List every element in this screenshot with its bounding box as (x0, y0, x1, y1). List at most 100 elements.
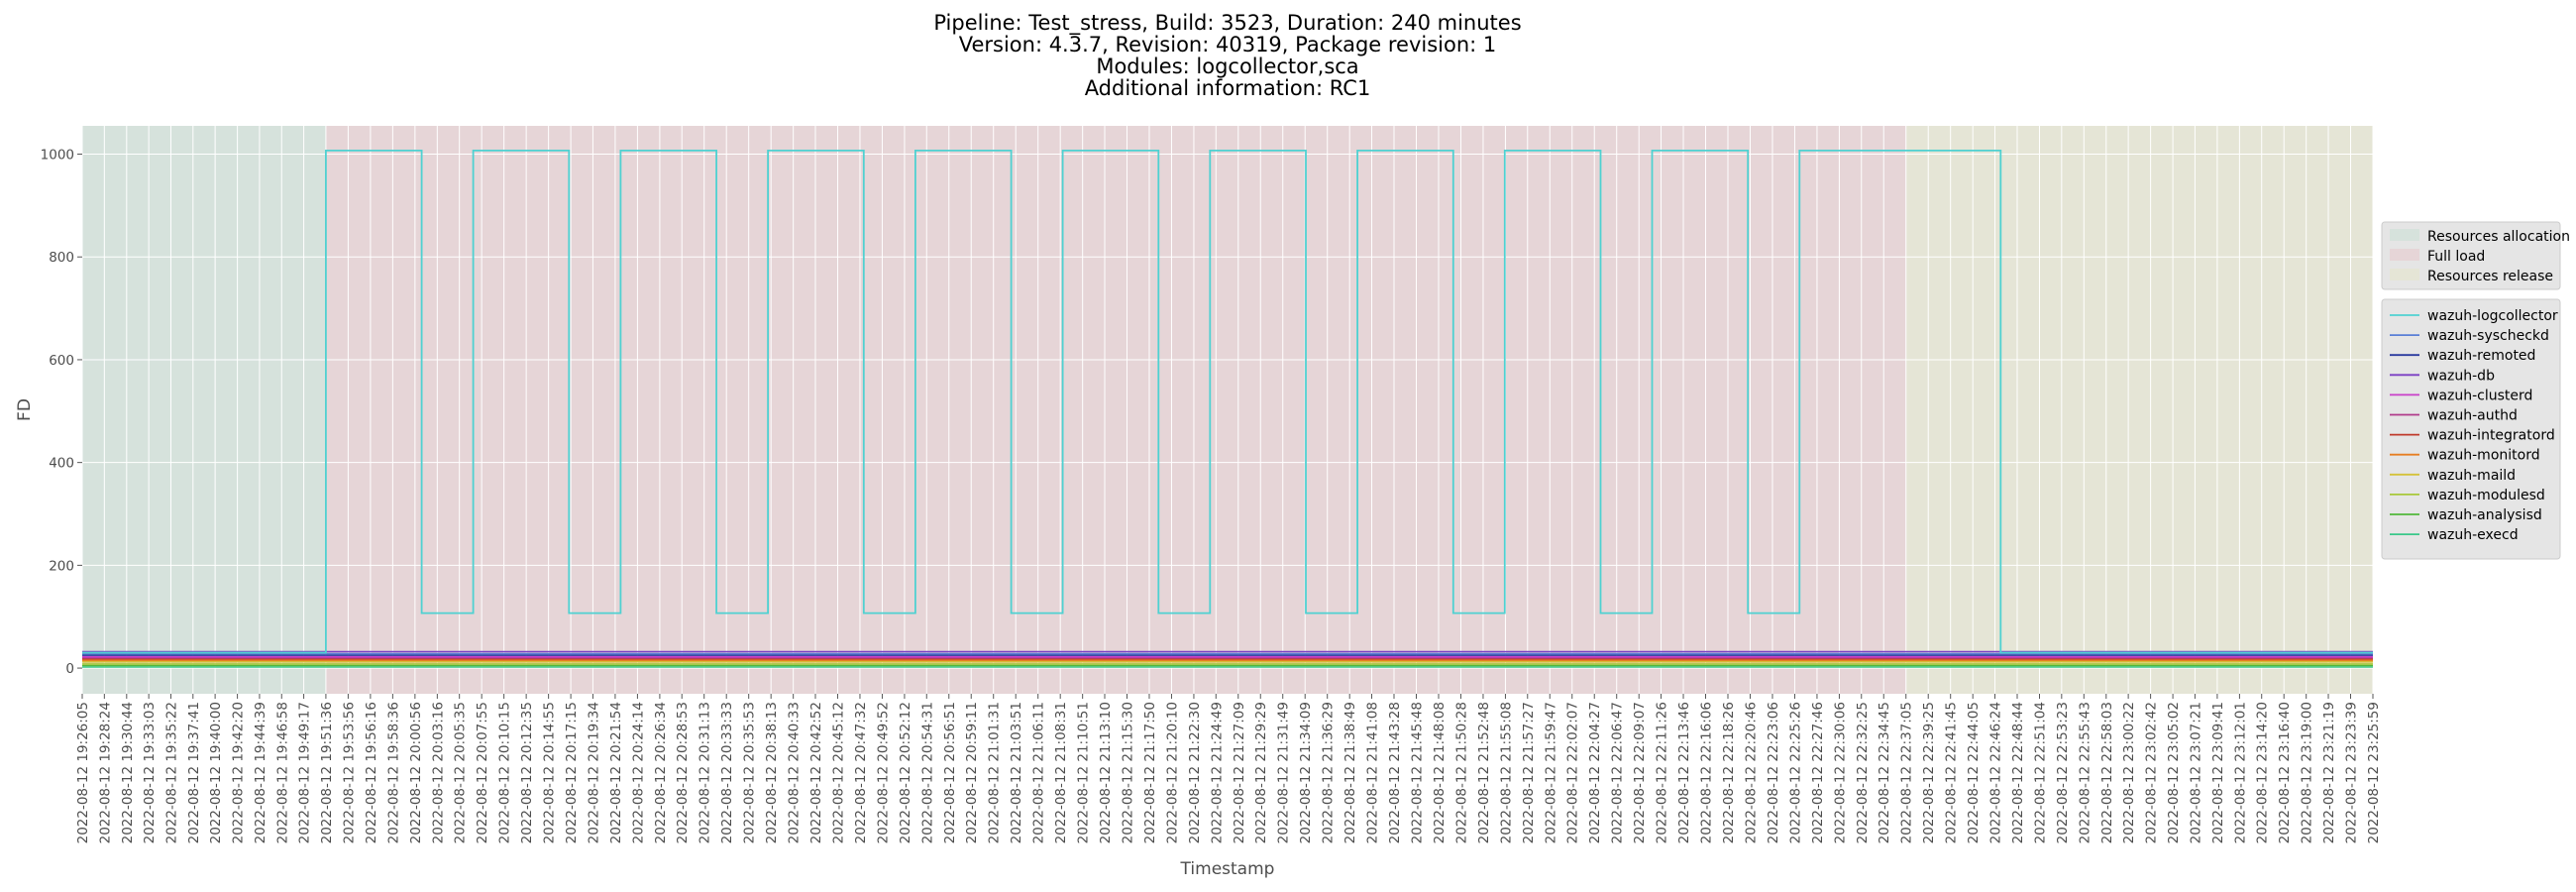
y-tick-label: 800 (49, 250, 74, 266)
y-tick-label: 1000 (41, 148, 74, 164)
x-tick-label: 2022-08-12 20:10:15 (497, 702, 513, 843)
legend-label: wazuh-remoted (2427, 348, 2535, 364)
x-tick-label: 2022-08-12 20:17:15 (564, 702, 580, 843)
x-tick-label: 2022-08-12 20:12:35 (519, 702, 535, 843)
x-tick-label: 2022-08-12 23:05:02 (2166, 702, 2182, 843)
series-lines (82, 149, 2373, 668)
x-tick-label: 2022-08-12 23:23:39 (2344, 702, 2360, 843)
x-tick-label: 2022-08-12 22:51:04 (2032, 702, 2048, 843)
phase-band (1905, 126, 2373, 694)
x-tick-label: 2022-08-12 20:45:12 (830, 702, 846, 843)
chart-title-line: Modules: logcollector,sca (1096, 55, 1358, 78)
x-tick-label: 2022-08-12 21:22:30 (1187, 702, 1203, 843)
x-tick-label: 2022-08-12 22:18:26 (1721, 702, 1737, 843)
x-tick-label: 2022-08-12 19:26:05 (75, 702, 91, 843)
x-tick-label: 2022-08-12 20:49:52 (875, 702, 891, 843)
x-tick-label: 2022-08-12 19:53:56 (341, 702, 357, 843)
x-tick-label: 2022-08-12 19:33:03 (142, 702, 158, 843)
x-tick-label: 2022-08-12 22:34:45 (1877, 702, 1892, 843)
x-axis: 2022-08-12 19:26:05 2022-08-12 19:28:24 20… (75, 694, 2382, 843)
x-tick-label: 2022-08-12 22:30:06 (1832, 702, 1848, 843)
x-tick-label: 2022-08-12 20:28:53 (675, 702, 691, 843)
x-tick-label: 2022-08-12 22:02:07 (1565, 702, 1581, 843)
x-tick-label: 2022-08-12 23:07:21 (2188, 702, 2203, 843)
y-tick-label: 0 (65, 661, 74, 677)
x-axis-label: Timestamp (1180, 859, 1275, 879)
x-tick-label: 2022-08-12 21:50:28 (1453, 702, 1469, 843)
x-tick-label: 2022-08-12 19:49:17 (297, 702, 313, 843)
x-tick-label: 2022-08-12 21:38:49 (1342, 702, 1358, 843)
x-tick-label: 2022-08-12 23:12:01 (2232, 702, 2248, 843)
x-tick-label: 2022-08-12 21:43:28 (1387, 702, 1403, 843)
x-tick-label: 2022-08-12 22:16:06 (1699, 702, 1715, 843)
chart-title-line: Additional information: RC1 (1085, 76, 1371, 100)
x-tick-label: 2022-08-12 20:33:33 (719, 702, 735, 843)
y-tick-label: 200 (49, 558, 74, 574)
x-tick-label: 2022-08-12 19:56:16 (364, 702, 379, 843)
x-tick-label: 2022-08-12 22:13:46 (1676, 702, 1692, 843)
x-tick-label: 2022-08-12 22:20:46 (1743, 702, 1759, 843)
x-tick-label: 2022-08-12 20:03:16 (430, 702, 446, 843)
legend-label: wazuh-syscheckd (2427, 328, 2549, 344)
chart-title-line: Pipeline: Test_stress, Build: 3523, Dura… (933, 11, 1521, 36)
x-tick-label: 2022-08-12 22:39:25 (1921, 702, 1937, 843)
y-tick-label: 600 (49, 353, 74, 369)
x-tick-label: 2022-08-12 21:45:48 (1409, 702, 1425, 843)
x-tick-label: 2022-08-12 21:34:09 (1298, 702, 1314, 843)
legend-label: Resources allocation (2427, 229, 2570, 245)
x-tick-label: 2022-08-12 23:14:20 (2255, 702, 2271, 843)
y-tick-label: 400 (49, 456, 74, 472)
x-tick-label: 2022-08-12 20:05:35 (453, 702, 469, 843)
legend-label: wazuh-maild (2427, 468, 2516, 484)
x-tick-label: 2022-08-12 19:51:36 (319, 702, 335, 843)
x-tick-label: 2022-08-12 19:44:39 (253, 702, 268, 843)
y-axis: 0 200 400 600 800 1000 (41, 148, 82, 677)
x-tick-label: 2022-08-12 22:23:06 (1766, 702, 1781, 843)
legend-label: Full load (2427, 249, 2485, 265)
legend-series: wazuh-logcollector wazuh-syscheckd wazuh-r… (2381, 298, 2561, 560)
x-tick-label: 2022-08-12 23:16:40 (2277, 702, 2293, 843)
x-tick-label: 2022-08-12 22:55:43 (2077, 702, 2093, 843)
x-tick-label: 2022-08-12 22:06:47 (1610, 702, 1626, 843)
legend-label: wazuh-execd (2427, 527, 2519, 543)
x-tick-label: 2022-08-12 23:19:00 (2300, 702, 2315, 843)
x-tick-label: 2022-08-12 21:15:30 (1120, 702, 1135, 843)
x-tick-label: 2022-08-12 21:17:50 (1142, 702, 1158, 843)
legend-phases: Resources allocation Full load Resources r… (2381, 221, 2570, 290)
x-tick-label: 2022-08-12 23:25:59 (2366, 702, 2382, 843)
x-tick-label: 2022-08-12 20:54:31 (919, 702, 935, 843)
x-tick-label: 2022-08-12 21:27:09 (1232, 702, 1247, 843)
x-tick-label: 2022-08-12 20:40:33 (787, 702, 803, 843)
x-tick-label: 2022-08-12 23:21:19 (2321, 702, 2337, 843)
x-tick-label: 2022-08-12 21:55:08 (1498, 702, 1514, 843)
x-tick-label: 2022-08-12 19:30:44 (120, 702, 136, 843)
x-tick-label: 2022-08-12 21:52:48 (1476, 702, 1492, 843)
x-tick-label: 2022-08-12 21:29:29 (1253, 702, 1269, 843)
legend-label: wazuh-analysisd (2427, 507, 2542, 523)
x-tick-label: 2022-08-12 19:40:00 (208, 702, 224, 843)
legend-label: wazuh-authd (2427, 408, 2518, 424)
x-tick-label: 2022-08-12 21:41:08 (1365, 702, 1381, 843)
x-tick-label: 2022-08-12 23:02:42 (2144, 702, 2160, 843)
x-tick-label: 2022-08-12 20:38:13 (764, 702, 780, 843)
x-tick-label: 2022-08-12 23:09:41 (2210, 702, 2226, 843)
x-tick-label: 2022-08-12 22:32:25 (1855, 702, 1871, 843)
x-tick-label: 2022-08-12 20:52:12 (898, 702, 913, 843)
x-tick-label: 2022-08-12 22:27:46 (1810, 702, 1826, 843)
chart-title-line: Version: 4.3.7, Revision: 40319, Package… (959, 33, 1497, 56)
legend-box (2381, 221, 2561, 290)
x-tick-label: 2022-08-12 21:36:29 (1321, 702, 1337, 843)
x-tick-label: 2022-08-12 21:08:31 (1053, 702, 1069, 843)
x-tick-label: 2022-08-12 22:41:45 (1944, 702, 1960, 843)
x-tick-label: 2022-08-12 22:44:05 (1966, 702, 1982, 843)
series-line (82, 149, 2373, 654)
x-tick-label: 2022-08-12 20:24:14 (630, 702, 646, 843)
grid-lines (81, 126, 2374, 694)
x-tick-label: 2022-08-12 22:09:07 (1632, 702, 1648, 843)
x-tick-label: 2022-08-12 20:35:53 (742, 702, 758, 843)
x-tick-label: 2022-08-12 19:46:58 (274, 702, 290, 843)
x-tick-label: 2022-08-12 20:47:32 (853, 702, 869, 843)
y-axis-label: FD (15, 398, 35, 421)
legend-label: wazuh-modulesd (2427, 488, 2545, 503)
